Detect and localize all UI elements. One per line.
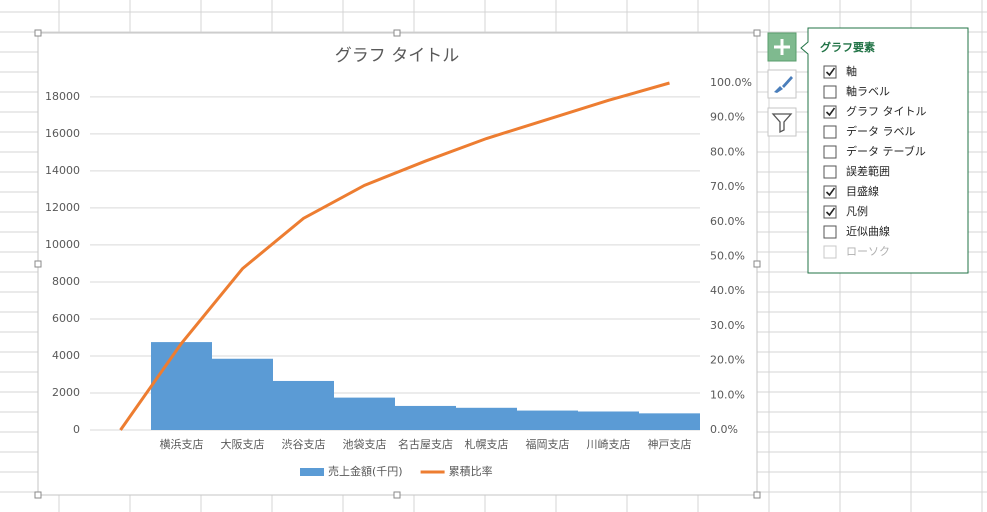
y2-tick-label: 30.0% (710, 319, 745, 332)
bar (578, 411, 639, 430)
item-label[interactable]: 近似曲線 (846, 224, 890, 238)
checkmark (825, 207, 836, 217)
item-label[interactable]: 軸ラベル (846, 84, 890, 98)
checkmark (825, 67, 836, 77)
y2-tick-label: 50.0% (710, 250, 745, 263)
plot: 0 2000 4000 6000 8000 10000 12000 14000 16000 180… (45, 76, 752, 478)
checkbox[interactable] (823, 85, 837, 99)
y2-tick-label: 40.0% (710, 284, 745, 297)
bar (334, 397, 395, 430)
y2-tick-label: 60.0% (710, 215, 745, 228)
panel-title: グラフ要素 (820, 40, 875, 54)
x-tick-label: 福岡支店 (526, 437, 570, 451)
brush-icon (774, 76, 793, 93)
y2-tick-label: 90.0% (710, 111, 745, 124)
checkbox[interactable] (823, 145, 837, 159)
checkbox[interactable] (823, 225, 837, 239)
x-tick-label: 神戸支店 (648, 437, 692, 451)
chart-title[interactable]: グラフ タイトル (335, 46, 459, 66)
panel-frame (800, 27, 969, 274)
x-tick-label: 渋谷支店 (282, 437, 326, 451)
y-tick-label: 0 (73, 423, 80, 436)
x-tick-label: 札幌支店 (465, 437, 509, 451)
item-label: ローソク (846, 245, 890, 258)
bar (456, 407, 517, 430)
item-label[interactable]: グラフ タイトル (846, 104, 927, 118)
checkbox (823, 245, 837, 259)
style-button[interactable] (767, 69, 797, 99)
bar (212, 358, 273, 430)
x-tick-label: 大阪支店 (221, 437, 265, 451)
y-tick-label: 16000 (45, 127, 80, 140)
y2-tick-label: 80.0% (710, 145, 745, 158)
item-label[interactable]: 誤差範囲 (846, 164, 890, 178)
checkmark (825, 107, 836, 117)
y-tick-label: 10000 (45, 238, 80, 251)
y2-tick-label: 100.0% (710, 76, 752, 89)
y-tick-label: 2000 (52, 386, 80, 399)
y2-tick-label: 70.0% (710, 180, 745, 193)
legend-label[interactable]: 売上金額(千円) (328, 464, 403, 478)
bar (273, 380, 334, 430)
item-label[interactable]: 軸 (846, 64, 857, 78)
y-tick-label: 8000 (52, 275, 80, 288)
bar (639, 413, 700, 430)
item-label[interactable]: データ ラベル (846, 124, 916, 138)
y-tick-label: 18000 (45, 90, 80, 103)
y-tick-label: 6000 (52, 312, 80, 325)
item-label[interactable]: 凡例 (846, 204, 868, 218)
bar (517, 410, 578, 430)
y-tick-label: 4000 (52, 349, 80, 362)
y2-tick-label: 10.0% (710, 388, 745, 401)
item-label[interactable]: 目盛線 (846, 184, 879, 198)
x-tick-label: 川崎支店 (587, 437, 631, 451)
legend-label[interactable]: 累積比率 (449, 464, 493, 478)
filter-icon (771, 113, 793, 134)
checkbox[interactable] (823, 125, 837, 139)
item-label[interactable]: データ テーブル (846, 144, 926, 158)
legend-swatch (300, 468, 324, 476)
x-tick-label: 池袋支店 (343, 437, 387, 451)
y2-tick-label: 0.0% (710, 423, 738, 436)
x-tick-label: 名古屋支店 (398, 437, 453, 451)
checkbox[interactable] (823, 165, 837, 179)
y2-tick-label: 20.0% (710, 354, 745, 367)
bar (395, 405, 456, 430)
line (119, 81, 670, 431)
selection-handles (34, 29, 761, 499)
y-tick-label: 12000 (45, 201, 80, 214)
y-tick-label: 14000 (45, 164, 80, 177)
plus-icon (774, 39, 790, 55)
checkmark (825, 187, 836, 197)
chart-buttons (767, 32, 797, 137)
x-tick-label: 横浜支店 (160, 437, 204, 451)
bar (151, 342, 212, 430)
